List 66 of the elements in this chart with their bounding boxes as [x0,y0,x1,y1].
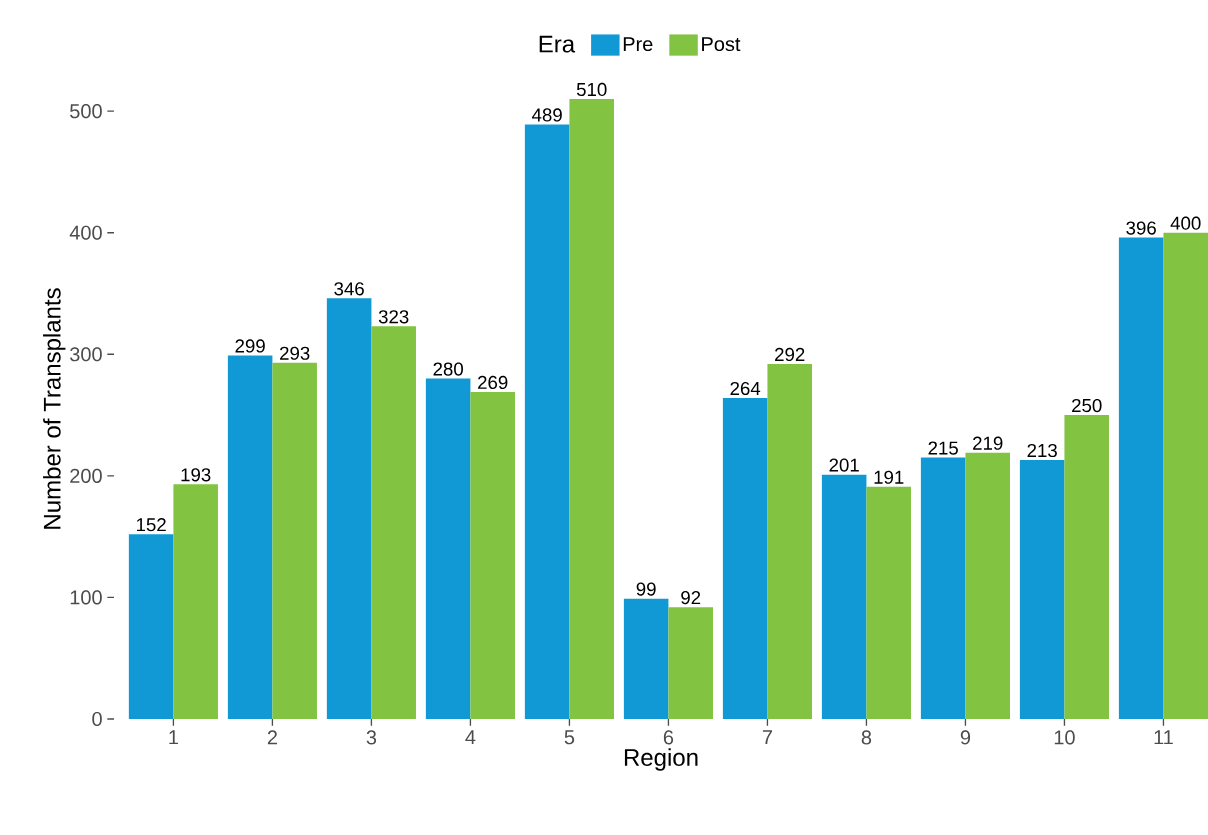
bar [623,598,669,719]
y-tick-label: 400 [69,225,102,240]
bar [668,607,713,719]
data-label: 299 [235,339,265,353]
x-tick-label: 4 [465,730,476,745]
x-tick-label: 10 [1054,730,1075,745]
y-tick-label: 500 [70,104,102,119]
x-axis-title: Region [624,748,698,771]
data-label: 346 [334,282,364,296]
bar [1064,415,1109,719]
data-label: 489 [531,108,562,122]
x-tick-label: 6 [663,730,674,745]
bar [866,486,911,719]
data-label: 400 [1170,216,1201,230]
bar [371,326,416,719]
bar [965,452,1010,719]
data-label: 292 [775,347,805,362]
legend-label: Pre [623,37,653,52]
y-tick-label: 100 [70,590,102,605]
data-label: 510 [576,82,607,97]
data-label: 293 [280,346,310,360]
data-label: 213 [1027,443,1057,458]
data-label: 201 [829,458,859,472]
legend-title: Era [539,35,576,53]
bar [326,298,372,719]
y-tick-label: 0 [92,711,102,727]
bar [524,124,570,719]
data-label: 193 [181,468,211,482]
data-label: 269 [478,375,508,390]
x-tick-label: 3 [366,730,377,745]
data-label: 323 [378,310,409,324]
x-tick-label: 9 [960,730,971,745]
bar [1019,460,1065,719]
data-label: 264 [730,381,761,396]
bar [272,362,317,719]
bar [767,364,812,719]
bar [1163,232,1208,719]
y-tick-label: 200 [70,468,102,483]
legend-label: Post [702,37,741,52]
bar [569,98,614,719]
data-label: 92 [681,590,701,605]
bar [425,378,471,719]
bar [128,534,174,719]
data-label: 219 [973,436,1003,450]
y-axis-title: Number of Transplants [43,288,66,529]
y-tick-label: 300 [70,347,102,362]
x-tick-label: 11 [1154,730,1173,745]
bar [173,484,218,719]
bar [470,391,515,719]
bar [821,474,867,719]
x-tick-label: 1 [169,730,178,745]
data-label: 215 [928,441,958,455]
bar [920,457,966,719]
bar [227,355,273,719]
data-label: 152 [136,518,166,532]
x-tick-label: 2 [267,730,277,745]
bar [722,398,768,719]
data-label: 99 [636,582,656,596]
data-label: 191 [874,470,904,484]
bar [1118,237,1164,719]
data-label: 280 [433,362,463,376]
data-label: 250 [1072,398,1102,413]
x-tick-label: 7 [762,730,772,745]
data-label: 396 [1126,221,1156,235]
x-tick-label: 8 [861,730,872,745]
x-tick-label: 5 [564,730,575,745]
